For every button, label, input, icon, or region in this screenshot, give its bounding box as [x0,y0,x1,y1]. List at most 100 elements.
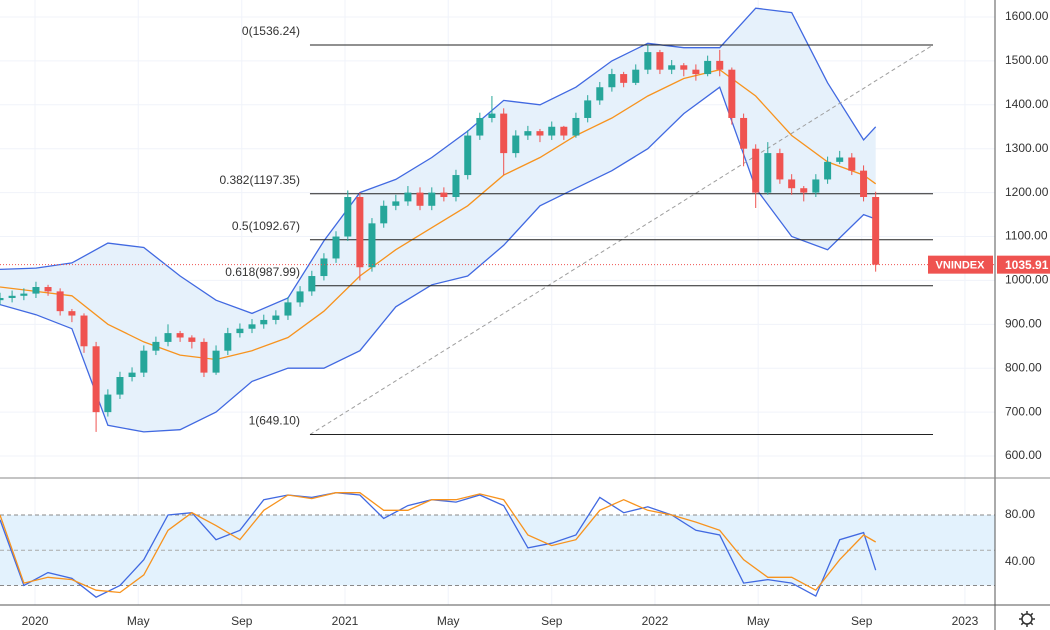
candle-body [32,287,40,294]
candle-body [716,60,724,70]
candle-body [452,175,460,198]
stoch-line [0,492,877,598]
candle-body [200,341,208,373]
candle-body [704,60,712,75]
fib-level-label: 0.5(1092.67) [232,219,300,233]
candle-body [80,315,88,347]
symbol-label: VNINDEX [936,260,986,272]
candle-body [332,236,340,259]
y-tick-label: 900.00 [1005,317,1042,331]
candle-body [824,161,832,180]
candle-body [236,328,244,334]
bollinger-upper [0,7,877,315]
candle-body [68,311,76,316]
candle-body [488,113,496,118]
candle-body [164,333,172,342]
candle-body [536,131,544,136]
candle-body [272,315,280,320]
candle-body [728,69,736,118]
candle-body [476,117,484,136]
candle-body [368,223,376,268]
candle-body [392,201,400,206]
candle-body [404,192,412,202]
stoch-line [0,492,877,594]
y-tick-label: 1000.00 [1005,273,1049,287]
bollinger-middle [0,68,877,361]
x-tick-label: 2023 [952,614,979,628]
candle-body [776,153,784,180]
bollinger-lower [0,86,876,433]
candle-body [224,333,232,351]
x-tick-label: 2022 [642,614,669,628]
candle-body [128,372,136,378]
y-tick-label: 1200.00 [1005,185,1049,199]
candle-body [116,377,124,395]
candle-body [788,179,796,189]
y-tick-label: 800.00 [1005,360,1042,374]
candle-body [296,291,304,303]
candle-body [608,74,616,88]
candle-body [692,69,700,75]
candle-body [140,350,148,373]
x-tick-label: May [747,614,770,628]
fib-level-label: 1(649.10) [249,414,300,428]
y-tick-label: 1100.00 [1005,229,1048,243]
pane [0,492,995,598]
candle-body [8,295,16,298]
last-price-label: 1035.91 [1005,258,1049,272]
candle-body [416,192,424,206]
y-tick-label: 600.00 [1005,448,1042,462]
candle-body [680,65,688,70]
fib-level-label: 0.382(1197.35) [219,173,300,187]
settings-icon[interactable] [1019,611,1035,627]
candle-body [548,126,556,136]
candle-body [656,52,664,70]
x-tick-label: Sep [541,614,563,628]
fib-level-label: 0(1536.24) [242,24,300,38]
last-price-badge [997,255,1050,274]
y-tick-label: 40.00 [1005,554,1035,568]
candle-body [308,276,316,292]
candle-body [356,197,364,268]
candle-body [812,179,820,193]
candle-body [56,291,64,312]
candle-body [584,100,592,118]
x-tick-label: Sep [231,614,253,628]
candle-body [836,157,844,162]
candle-body [188,337,196,342]
candle-body [92,346,100,413]
candle-body [260,319,268,325]
candle-body [0,297,4,301]
candle-body [104,394,112,413]
candle-body [872,197,880,265]
x-tick-label: 2021 [332,614,359,628]
candle-body [632,69,640,83]
fib-level-label: 0.618(987.99) [225,265,300,279]
candle-body [380,205,388,224]
candle-body [524,131,532,136]
candle-body [20,293,28,296]
y-tick-label: 1600.00 [1005,9,1049,23]
x-tick-label: May [437,614,460,628]
candle-body [860,170,868,198]
gear-teeth [1019,611,1035,627]
symbol-badge [928,255,993,274]
candle-body [284,302,292,316]
candle-body [464,135,472,176]
candle-body [176,333,184,338]
candle-body [596,87,604,101]
candle-body [428,192,436,206]
y-tick-label: 1300.00 [1005,141,1049,155]
y-tick-label: 700.00 [1005,404,1042,418]
candle-body [440,192,448,198]
candle-body [212,350,220,373]
candle-body [740,117,748,149]
y-tick-label: 1400.00 [1005,97,1049,111]
candle-body [668,65,676,70]
y-tick-label: 80.00 [1005,507,1035,521]
candle-body [152,341,160,351]
candle-body [320,258,328,277]
candle-body [512,135,520,154]
